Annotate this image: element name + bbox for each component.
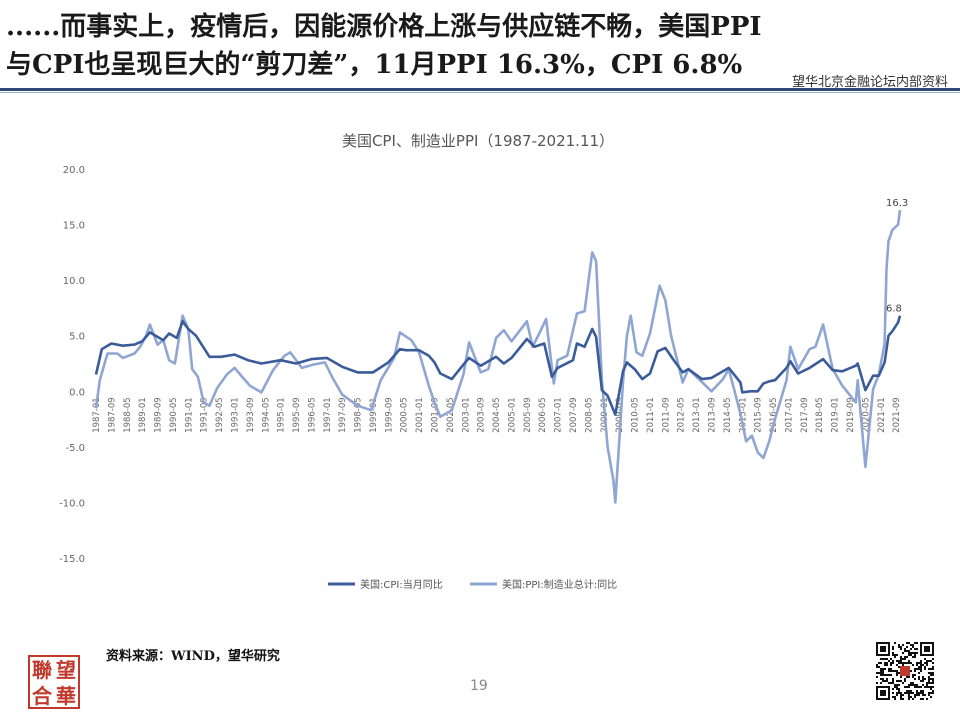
x-tick-label: 1988-05: [123, 397, 133, 433]
x-tick-label: 1999-01: [369, 397, 379, 433]
x-tick-label: 2015-01: [738, 397, 748, 433]
x-tick-label: 1987-09: [107, 397, 117, 433]
x-tick-label: 2000-05: [400, 397, 410, 433]
data-label-cpi: 6.8: [886, 304, 902, 315]
x-tick-label: 1995-09: [292, 397, 302, 433]
cpi-series-line: [94, 315, 902, 416]
wanghua-logo: 聯 望 合 華: [28, 655, 80, 709]
y-tick-label: 0.0: [69, 387, 85, 398]
y-tick-label: -15.0: [59, 554, 85, 565]
x-tick-label: 2013-09: [708, 397, 718, 433]
x-tick-label: 2006-05: [538, 397, 548, 433]
x-tick-label: 2021-09: [892, 397, 902, 433]
page-number: 19: [470, 678, 488, 694]
header-rule-thin: [0, 92, 960, 93]
logo-char-4: 華: [56, 684, 76, 708]
data-label-ppi: 16.3: [886, 198, 908, 209]
logo-char-1: 聯: [32, 658, 52, 682]
x-tick-label: 1987-01: [92, 397, 102, 433]
x-tick-label: 1997-01: [323, 397, 333, 433]
x-tick-label: 2001-01: [415, 397, 425, 433]
x-tick-label: 2005-01: [507, 397, 517, 433]
x-tick-label: 2018-05: [815, 397, 825, 433]
logo-char-2: 望: [56, 658, 76, 682]
chart-title: 美国CPI、制造业PPI（1987-2021.11）: [342, 132, 614, 150]
x-tick-label: 1996-05: [307, 397, 317, 433]
x-tick-label: 2020-05: [861, 397, 871, 433]
x-tick-label: 1992-05: [215, 397, 225, 433]
x-tick-label: 1999-09: [384, 397, 394, 433]
x-tick-label: 2007-09: [569, 397, 579, 433]
legend-cpi-label: 美国:CPI:当月同比: [360, 578, 443, 591]
x-tick-label: 2019-01: [831, 397, 841, 433]
x-tick-label: 2005-09: [523, 397, 533, 433]
x-tick-label: 1990-05: [169, 397, 179, 433]
x-tick-label: 2017-09: [800, 397, 810, 433]
x-tick-label: 2003-01: [461, 397, 471, 433]
x-tick-label: 2014-05: [723, 397, 733, 433]
x-tick-label: 2016-05: [769, 397, 779, 433]
watermark-text: 望华北京金融论坛内部资料: [789, 71, 950, 90]
cpi-ppi-line-chart: 美国CPI、制造业PPI（1987-2021.11） 20.0 15.0 10.0 5…: [59, 132, 908, 591]
headline-line-1: ......而事实上，疫情后，因能源价格上涨与供应链不畅，美国PPI: [6, 12, 762, 42]
x-tick-label: 1989-09: [154, 397, 164, 433]
y-tick-label: 10.0: [63, 276, 85, 287]
legend-ppi-label: 美国:PPI:制造业总计:同比: [502, 578, 617, 591]
x-tick-label: 2003-09: [477, 397, 487, 433]
y-tick-label: 15.0: [63, 221, 85, 232]
header-rule: [0, 88, 960, 91]
headline-line-2: 与CPI也呈现巨大的“剪刀差”，11月PPI 16.3%，CPI 6.8%: [6, 50, 743, 80]
x-tick-label: 1998-05: [354, 397, 364, 433]
x-tick-label: 1993-01: [230, 397, 240, 433]
x-tick-label: 1994-05: [261, 397, 271, 433]
x-tick-label: 2011-09: [661, 397, 671, 433]
x-tick-label: 1995-01: [277, 397, 287, 433]
x-tick-label: 1997-09: [338, 397, 348, 433]
source-note: 资料来源：WIND，望华研究: [106, 649, 280, 664]
x-tick-label: 2004-05: [492, 397, 502, 433]
y-tick-label: -10.0: [59, 498, 85, 509]
y-tick-label: -5.0: [65, 443, 85, 454]
x-tick-label: 1993-09: [246, 397, 256, 433]
x-tick-label: 2007-01: [554, 397, 564, 433]
x-tick-label: 2002-05: [446, 397, 456, 433]
x-tick-label: 2008-05: [584, 397, 594, 433]
logo-char-3: 合: [32, 684, 52, 708]
x-tick-label: 2013-01: [692, 397, 702, 433]
x-tick-label: 1989-01: [138, 397, 148, 433]
x-tick-label: 2010-05: [631, 397, 641, 433]
x-tick-label: 2015-09: [754, 397, 764, 433]
x-tick-label: 2001-09: [431, 397, 441, 433]
y-tick-label: 5.0: [69, 332, 85, 343]
x-tick-label: 2017-01: [784, 397, 794, 433]
x-tick-label: 2019-09: [846, 397, 856, 433]
headline: ......而事实上，疫情后，因能源价格上涨与供应链不畅，美国PPI 与CPI也…: [6, 8, 956, 84]
x-tick-label: 2021-01: [877, 397, 887, 433]
y-tick-label: 20.0: [63, 165, 85, 176]
x-tick-label: 2011-01: [646, 397, 656, 433]
x-tick-label: 1991-09: [200, 397, 210, 433]
qr-code-icon: [876, 642, 934, 700]
x-tick-label: 2012-05: [677, 397, 687, 433]
x-tick-label: 1991-01: [184, 397, 194, 433]
